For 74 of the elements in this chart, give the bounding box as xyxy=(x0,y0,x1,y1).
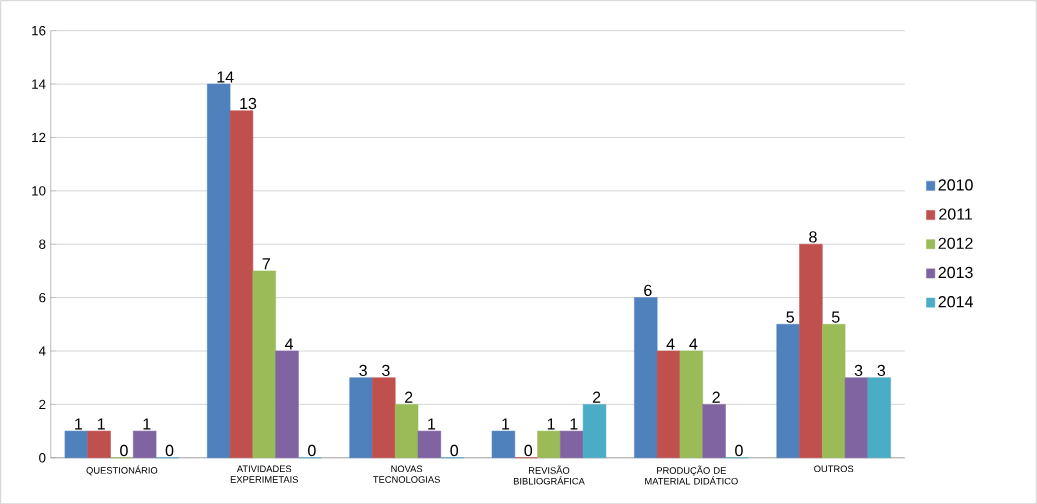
bar xyxy=(394,403,419,458)
y-tick-label: 6 xyxy=(39,292,46,303)
data-label: 8 xyxy=(809,231,817,243)
y-tick-label: 16 xyxy=(32,25,46,36)
data-label: 4 xyxy=(285,338,294,350)
x-tick-label: PRODUÇÃO DE MATERIAL DIDÁTICO xyxy=(645,465,738,485)
bar xyxy=(656,350,681,458)
data-label: 0 xyxy=(308,444,316,456)
bar xyxy=(372,377,396,458)
bar xyxy=(702,403,726,458)
bar xyxy=(679,350,703,458)
data-label: 2 xyxy=(592,391,601,403)
x-tick-label: NOVAS TECNOLOGIAS xyxy=(373,465,440,483)
x-tick-label: REVISÃO BIBLIOGRÁFICA xyxy=(513,465,585,485)
data-label: 5 xyxy=(831,311,840,323)
bar xyxy=(822,323,846,458)
x-tick-label: OUTROS xyxy=(814,465,854,472)
data-label: 0 xyxy=(524,444,533,456)
bar xyxy=(776,323,800,458)
bar xyxy=(867,377,891,458)
data-label: 0 xyxy=(735,444,743,456)
data-label: 0 xyxy=(165,444,174,456)
data-label: 1 xyxy=(428,418,436,430)
data-label: 0 xyxy=(450,444,459,456)
y-tick-label: 10 xyxy=(32,185,46,196)
bar xyxy=(275,350,299,458)
data-label: 1 xyxy=(143,418,151,430)
y-tick-label: 8 xyxy=(39,239,46,249)
y-tick-label: 12 xyxy=(32,132,46,142)
data-label: 13 xyxy=(240,97,257,109)
data-label: 7 xyxy=(262,258,270,270)
bar xyxy=(844,377,869,458)
data-label: 1 xyxy=(547,418,555,430)
bar xyxy=(537,430,561,458)
bar xyxy=(491,430,516,458)
data-label: 1 xyxy=(570,418,578,430)
data-label: 3 xyxy=(382,364,390,376)
data-label: 4 xyxy=(689,338,698,350)
data-label: 3 xyxy=(854,364,863,376)
y-tick-label: 0 xyxy=(39,452,46,463)
data-label: 5 xyxy=(786,311,794,323)
data-label: 1 xyxy=(75,418,83,430)
bar xyxy=(207,83,231,458)
y-tick-label: 14 xyxy=(32,79,46,89)
y-tick-label: 4 xyxy=(38,346,46,356)
legend-label: 2011 xyxy=(939,208,973,220)
bar xyxy=(87,430,111,458)
x-tick-label: ATIVIDADES EXPERIMETAIS xyxy=(230,465,299,483)
data-label: 2 xyxy=(712,391,720,403)
bar xyxy=(634,297,658,458)
data-label: 4 xyxy=(666,338,675,350)
legend-label: 2010 xyxy=(938,179,973,191)
bar xyxy=(229,110,254,458)
x-tick-label: QUESTIONÁRIO xyxy=(86,465,158,476)
data-label: 0 xyxy=(120,444,128,456)
data-label: 1 xyxy=(97,418,105,430)
data-label: 14 xyxy=(217,71,234,83)
legend-label: 2012 xyxy=(938,237,973,249)
bar xyxy=(349,377,373,458)
data-label: 2 xyxy=(405,391,413,403)
legend-label: 2014 xyxy=(938,295,973,308)
data-label: 1 xyxy=(502,418,510,430)
legend-label: 2013 xyxy=(938,266,973,278)
bar xyxy=(133,430,157,458)
bar xyxy=(64,430,88,458)
data-label: 3 xyxy=(359,364,367,376)
bar xyxy=(560,430,584,458)
bar xyxy=(417,430,442,458)
data-label: 6 xyxy=(644,284,652,296)
data-label: 3 xyxy=(877,364,886,376)
bar xyxy=(582,403,607,458)
bar xyxy=(799,243,823,458)
y-tick-label: 2 xyxy=(39,399,46,409)
bar xyxy=(252,270,276,458)
